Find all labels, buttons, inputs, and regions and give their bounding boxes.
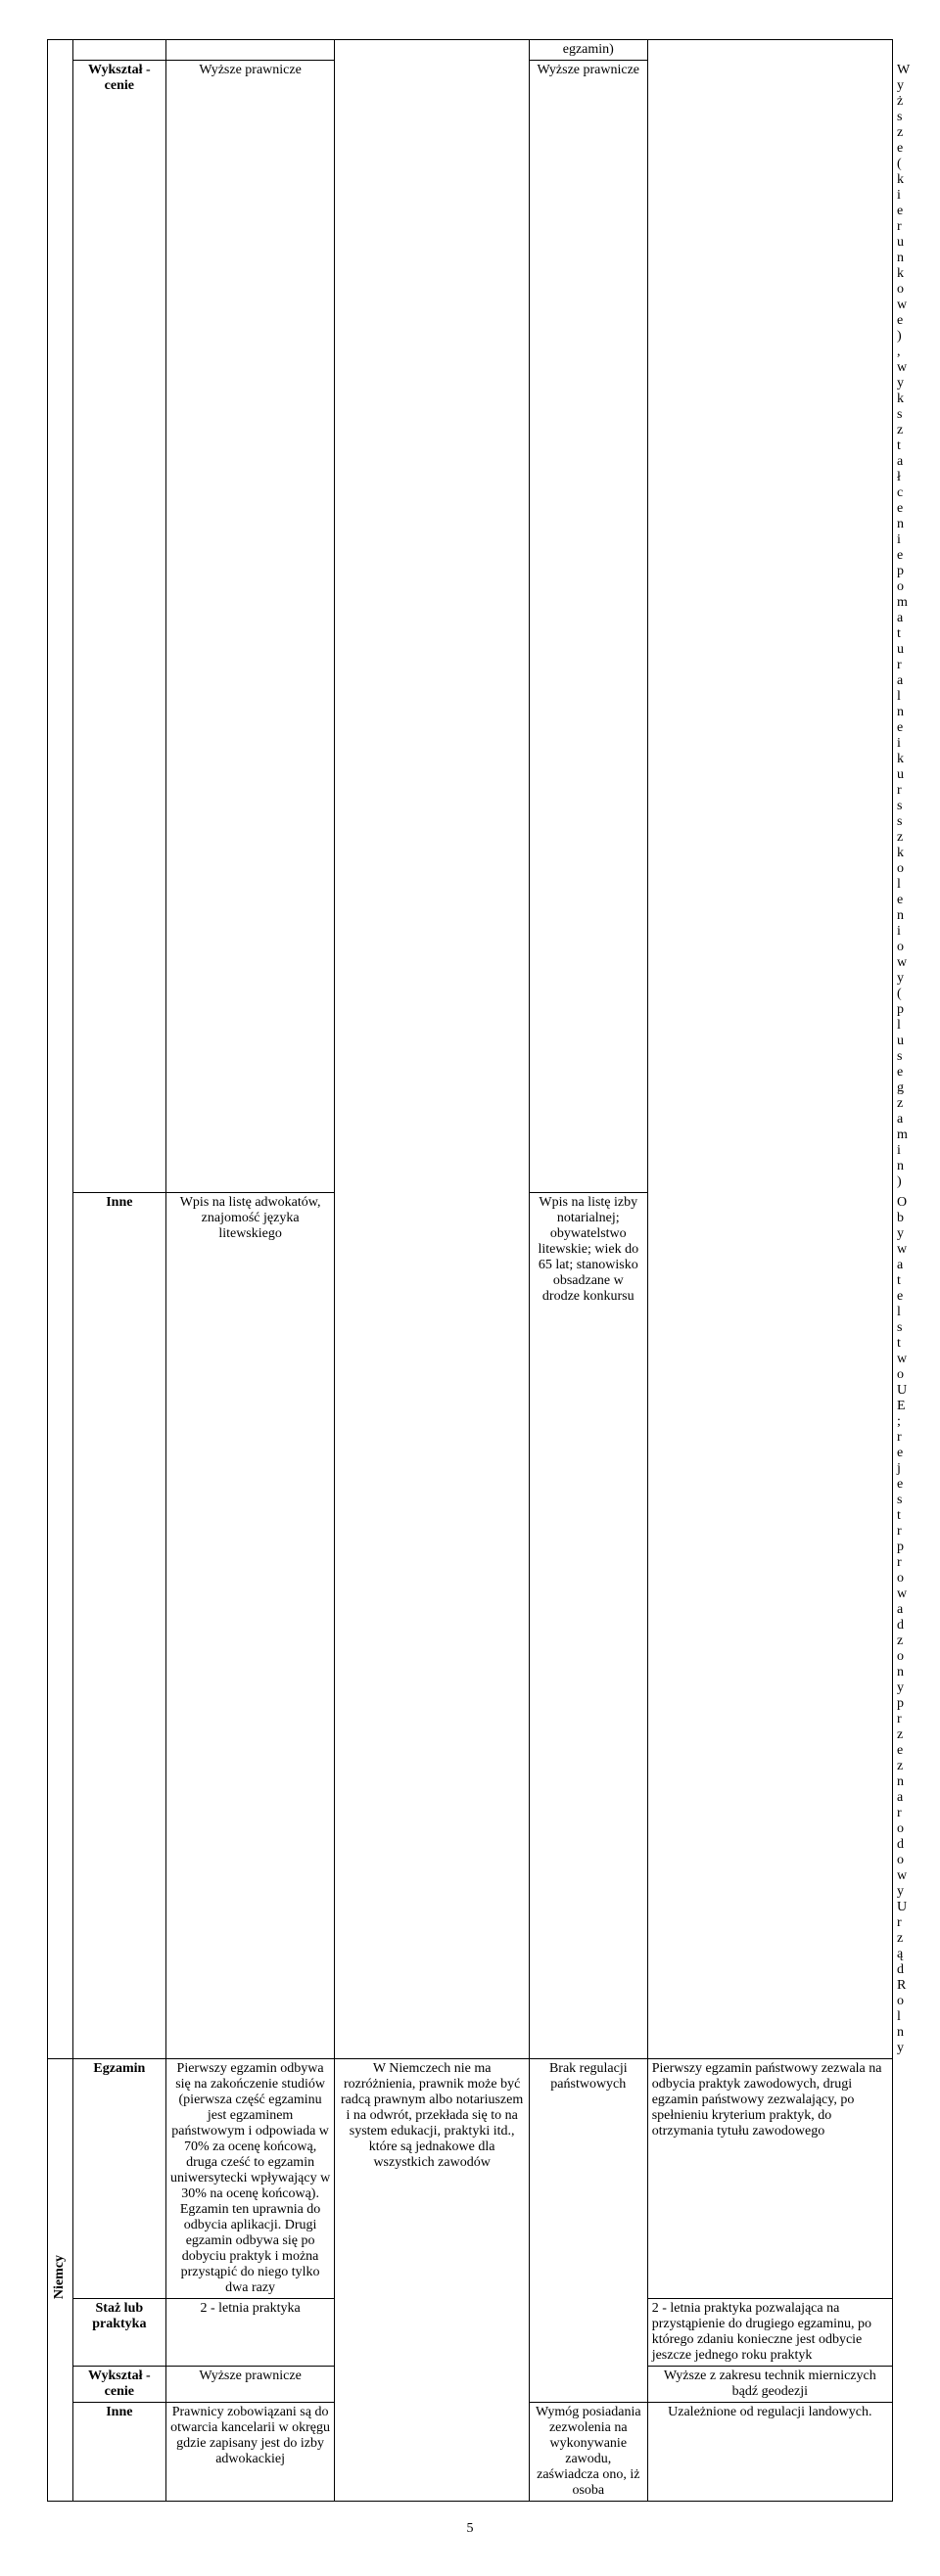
cell-col3-germany: W Niemczech nie ma rozróżnienia, prawnik… — [335, 2059, 529, 2502]
row-label-inne-prev: Inne — [72, 1193, 165, 2059]
cell: Uzależnione od regulacji landowych. — [647, 2403, 892, 2502]
cell: Wpis na listę adwokatów, znajomość język… — [165, 1193, 335, 2059]
cell: Wyższe prawnicze — [529, 61, 647, 1193]
row-label-egzamin: Egzamin — [72, 2059, 165, 2299]
country-label-text: Niemcy — [52, 2255, 68, 2299]
row-label-staz: Staż lub praktyka — [72, 2299, 165, 2367]
table-row: egzamin) — [48, 40, 893, 61]
page-number: 5 — [47, 2521, 893, 2537]
cell: 2 - letnia praktyka — [165, 2299, 335, 2367]
row-label-wykszt: Wykształ -cenie — [72, 2367, 165, 2403]
cell: Wyższe z zakresu technik mierniczych bąd… — [647, 2367, 892, 2403]
prev-col4-top: egzamin) — [529, 40, 647, 61]
country-label-germany: Niemcy — [48, 2059, 73, 2502]
table-row: Niemcy Egzamin Pierwszy egzamin odbywa s… — [48, 2059, 893, 2299]
cell: Wyższe prawnicze — [165, 61, 335, 1193]
prev-empty-col2 — [165, 40, 335, 61]
cell: 2 - letnia praktyka pozwalająca na przys… — [647, 2299, 892, 2367]
prev-col3-span — [335, 40, 529, 2059]
row-label-inne: Inne — [72, 2403, 165, 2502]
cell-col5-germany-bottom: Wymóg posiadania zezwolenia na wykonywan… — [529, 2403, 647, 2502]
cell: Prawnicy zobowiązani są do otwarcia kanc… — [165, 2403, 335, 2502]
cell: Pierwszy egzamin odbywa się na zakończen… — [165, 2059, 335, 2299]
cell: Wpis na listę izby notarialnej; obywatel… — [529, 1193, 647, 2059]
cell: Wyższe prawnicze — [165, 2367, 335, 2403]
row-label-wykszt-prev: Wykształ -cenie — [72, 61, 165, 1193]
cell-col5-germany-top: Brak regulacji państwowych — [529, 2059, 647, 2403]
prev-empty-label — [72, 40, 165, 61]
prev-col5-span — [647, 40, 892, 2059]
document-table: egzamin) Wykształ -cenie Wyższe prawnicz… — [47, 39, 893, 2502]
prev-country-sidecell — [48, 40, 73, 2059]
cell: Pierwszy egzamin państwowy zezwala na od… — [647, 2059, 892, 2299]
